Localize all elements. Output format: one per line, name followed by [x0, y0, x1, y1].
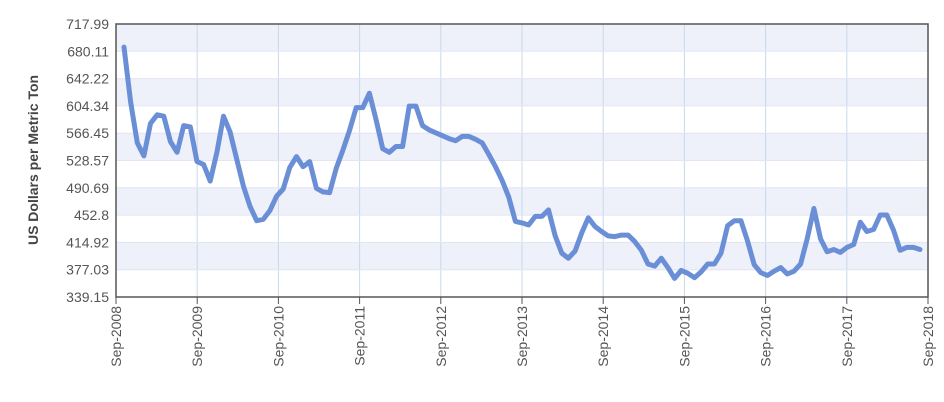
x-tick-label: Sep-2014 — [595, 306, 611, 367]
x-tick-label: Sep-2017 — [839, 306, 855, 367]
y-axis-label: US Dollars per Metric Ton — [25, 75, 41, 245]
x-tick-label: Sep-2010 — [270, 306, 286, 367]
x-tick-label: Sep-2012 — [433, 306, 449, 367]
y-tick-label: 377.03 — [66, 262, 109, 278]
y-tick-label: 452.8 — [74, 207, 109, 223]
x-tick-label: Sep-2008 — [108, 306, 124, 367]
x-tick-label: Sep-2011 — [352, 306, 368, 366]
x-axis-ticks: Sep-2008 Sep-2009 Sep-2010 Sep-2011 Sep-2012… — [108, 297, 936, 367]
y-tick-label: 414.92 — [66, 234, 109, 250]
y-tick-label: 566.45 — [66, 125, 109, 141]
x-tick-label: Sep-2009 — [189, 306, 205, 367]
y-tick-label: 717.99 — [66, 16, 109, 32]
x-tick-label: Sep-2018 — [920, 306, 936, 367]
y-gridlines — [116, 50, 928, 271]
y-tick-label: 680.11 — [67, 43, 109, 59]
y-tick-label: 490.69 — [66, 180, 109, 196]
y-tick-label: 339.15 — [66, 289, 109, 305]
x-tick-label: Sep-2016 — [758, 306, 774, 367]
price-series-line — [121, 44, 923, 281]
y-tick-label: 528.57 — [66, 153, 109, 169]
y-axis-ticks: 339.15 377.03 414.92 452.8 490.69 528.57 566.4… — [66, 16, 109, 305]
x-tick-label: Sep-2015 — [676, 306, 692, 367]
x-tick-label: Sep-2013 — [514, 306, 530, 367]
y-tick-label: 642.22 — [66, 71, 109, 87]
y-tick-label: 604.34 — [66, 98, 109, 114]
